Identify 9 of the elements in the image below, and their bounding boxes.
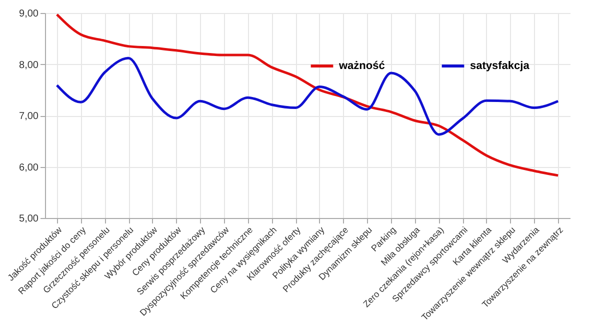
line-series [56, 13, 560, 177]
y-tick-label: 9,00 [19, 8, 39, 20]
line-series [56, 56, 560, 136]
y-tick-label: 5,00 [19, 214, 39, 224]
legend-label: ważność [338, 60, 385, 72]
y-tick-label: 7,00 [19, 111, 39, 122]
legend-label: satysfakcja [470, 60, 530, 72]
y-tick-label: 8,00 [19, 60, 39, 71]
y-tick-label: 6,00 [19, 162, 39, 174]
